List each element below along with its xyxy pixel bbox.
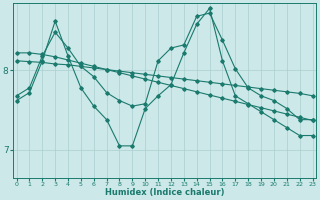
X-axis label: Humidex (Indice chaleur): Humidex (Indice chaleur) xyxy=(105,188,224,197)
